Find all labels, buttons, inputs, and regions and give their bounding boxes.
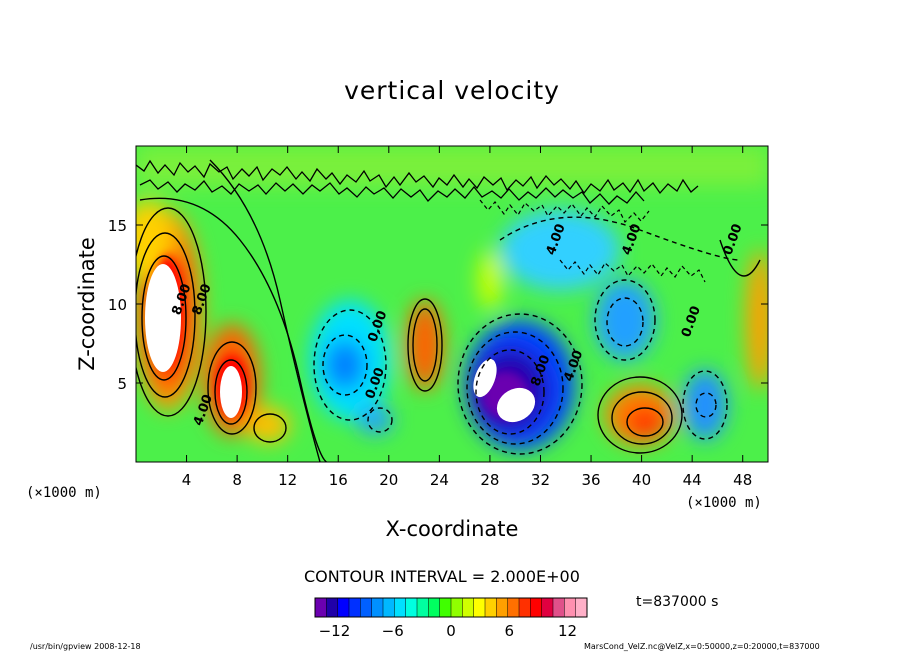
colorbar-swatch	[541, 598, 554, 617]
colorbar-swatch	[575, 598, 588, 617]
colorbar-tick-label: −6	[382, 622, 404, 640]
colorbar-swatch	[326, 598, 339, 617]
colorbar-swatch	[564, 598, 577, 617]
colorbar-swatch	[394, 598, 407, 617]
colorbar-swatch	[530, 598, 543, 617]
colorbar-swatch	[485, 598, 497, 617]
colorbar-frame	[314, 597, 588, 618]
colorbar-swatch	[451, 598, 463, 617]
colorbar-swatch	[553, 598, 565, 617]
colorbar-swatch	[337, 598, 350, 617]
x-units-right: (×1000 m)	[686, 495, 762, 511]
x-tick-label: 20	[379, 471, 398, 489]
footer-right: MarsCond_VelZ.nc@VelZ,x=0:50000,z=0:2000…	[584, 642, 820, 651]
colorbar-swatch	[405, 598, 418, 617]
colorbar-swatch	[371, 598, 384, 617]
x-axis-title: X-coordinate	[386, 517, 519, 541]
y-tick-label: 15	[108, 217, 127, 235]
x-axis-ticks: 4 8 12 16 20 24 28 32 36 40 44 48	[182, 146, 752, 489]
colorbar-ticks: −12 −6 0 6 12	[319, 622, 578, 640]
colorbar	[314, 597, 588, 618]
y-axis-title: Z-coordinate	[75, 237, 99, 371]
y-tick-label: 10	[108, 296, 127, 314]
x-tick-label: 24	[430, 471, 449, 489]
y-axis-ticks: 5 10 15	[108, 217, 768, 393]
colorbar-swatch	[383, 598, 395, 617]
x-tick-label: 8	[232, 471, 242, 489]
footer-left: /usr/bin/gpview 2008-12-18	[30, 642, 141, 651]
x-tick-label: 16	[329, 471, 348, 489]
colorbar-tick-label: −12	[319, 622, 351, 640]
colorbar-swatch	[360, 598, 373, 617]
vertical-velocity-field	[136, 146, 768, 462]
colorbar-swatch	[315, 598, 327, 617]
colorbar-swatch	[519, 598, 531, 617]
time-label: t=837000 s	[636, 594, 719, 610]
x-tick-label: 40	[632, 471, 651, 489]
x-tick-label: 28	[480, 471, 499, 489]
y-tick-label: 5	[117, 375, 127, 393]
x-tick-label: 36	[581, 471, 600, 489]
colorbar-tick-label: 12	[558, 622, 577, 640]
colorbar-swatch	[439, 598, 452, 617]
colorbar-tick-label: 0	[446, 622, 456, 640]
x-tick-label: 32	[531, 471, 550, 489]
x-tick-label: 48	[733, 471, 752, 489]
colorbar-swatch	[349, 598, 361, 617]
x-tick-label: 12	[278, 471, 297, 489]
contour-interval-label: CONTOUR INTERVAL = 2.000E+00	[304, 567, 580, 586]
colorbar-swatch	[507, 598, 520, 617]
x-tick-label: 44	[683, 471, 702, 489]
colorbar-swatch	[428, 598, 441, 617]
x-tick-label: 4	[182, 471, 192, 489]
x-units-left: (×1000 m)	[26, 485, 102, 501]
colorbar-tick-label: 6	[505, 622, 515, 640]
colorbar-swatch	[496, 598, 509, 617]
colorbar-swatch	[473, 598, 486, 617]
colorbar-swatch	[417, 598, 429, 617]
colorbar-swatch	[462, 598, 475, 617]
chart-title: vertical velocity	[344, 76, 560, 105]
